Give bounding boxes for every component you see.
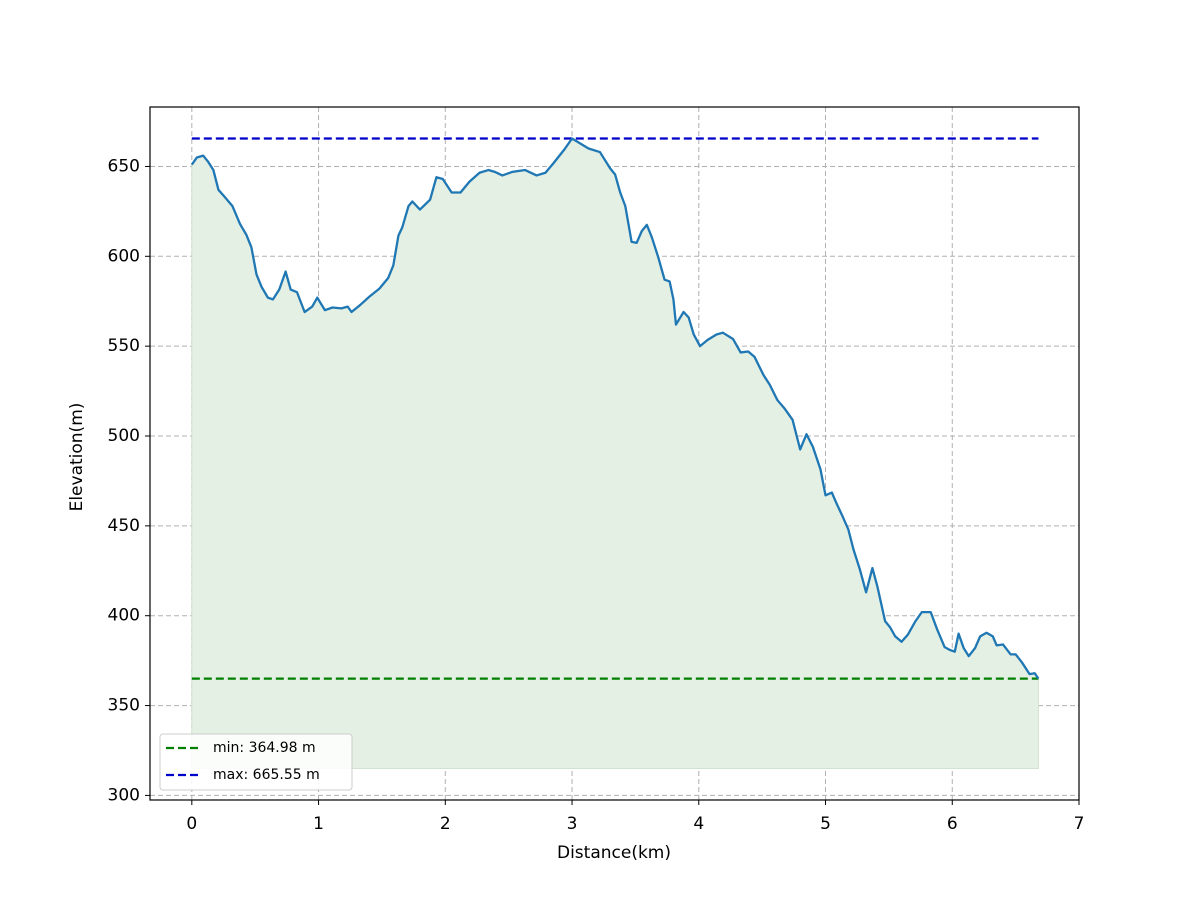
area-fill xyxy=(191,137,1039,769)
y-tick-label: 300 xyxy=(108,785,140,805)
x-tick-label: 2 xyxy=(440,814,451,834)
legend: min: 364.98 m max: 665.55 m xyxy=(159,733,353,791)
plot xyxy=(190,137,1040,769)
y-tick-label: 350 xyxy=(108,696,140,716)
plot-frame xyxy=(149,106,1080,801)
x-tick-label: 3 xyxy=(567,814,578,834)
x-tick-label: 4 xyxy=(693,814,704,834)
y-tick-label: 550 xyxy=(108,336,140,356)
x-tick-label: 7 xyxy=(1074,814,1085,834)
y-axis-label: Elevation(m) xyxy=(67,403,87,512)
y-tick-label: 600 xyxy=(108,246,140,266)
legend-label: min: 364.98 m xyxy=(213,740,316,756)
y-tick-label: 400 xyxy=(108,606,140,626)
x-tick-label: 0 xyxy=(186,814,197,834)
x-tick-label: 5 xyxy=(820,814,831,834)
legend-box xyxy=(159,733,353,791)
y-tick-label: 500 xyxy=(108,426,140,446)
x-axis-label: Distance(km) xyxy=(557,843,671,863)
y-tick-label: 650 xyxy=(108,156,140,176)
elevation-line xyxy=(190,137,1040,680)
x-tick-label: 6 xyxy=(947,814,958,834)
y-tick-label: 450 xyxy=(108,516,140,536)
x-tick-label: 1 xyxy=(313,814,324,834)
legend-label: max: 665.55 m xyxy=(213,767,320,783)
